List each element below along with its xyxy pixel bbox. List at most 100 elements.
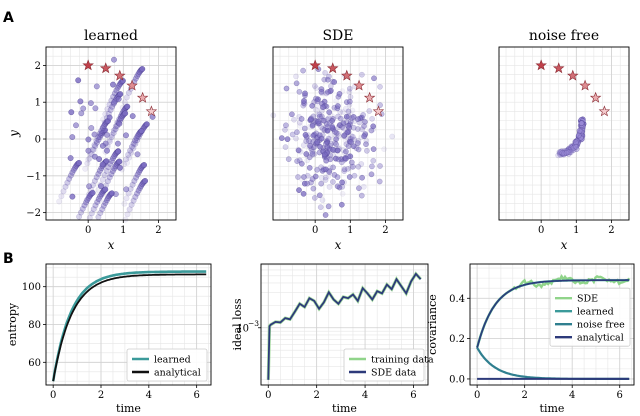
- scatter-point: [124, 211, 131, 218]
- scatter-point: [324, 76, 331, 83]
- scatter-point: [77, 98, 84, 105]
- scatter-point: [329, 123, 336, 130]
- scatter-point: [343, 148, 349, 155]
- scatter-point: [123, 132, 129, 139]
- legend: training data SDE data: [343, 348, 434, 382]
- scatter-point: [122, 110, 129, 117]
- scatter-point: [563, 150, 570, 156]
- scatter-point: [559, 150, 566, 156]
- scatter-point: [565, 146, 572, 152]
- star-marker: [145, 105, 158, 117]
- scatter-point: [326, 184, 333, 190]
- scatter-point: [345, 123, 352, 129]
- scatter-point: [325, 89, 331, 95]
- scatter-point: [119, 104, 126, 111]
- scatter-point: [564, 148, 570, 155]
- scatter-point: [127, 147, 134, 154]
- x-tick-label: 0: [265, 390, 271, 401]
- scatter-point: [304, 180, 311, 187]
- y-tick-label-exponent: −3: [248, 319, 259, 328]
- scatter-point: [562, 149, 568, 156]
- scatter-point: [298, 160, 305, 167]
- y-tick-label: 80: [28, 320, 41, 331]
- scatter-point: [558, 150, 564, 156]
- scatter-point: [368, 127, 375, 134]
- plot-frame: [469, 263, 635, 386]
- scatter-point: [341, 125, 347, 132]
- scatter-point: [325, 203, 332, 210]
- scatter-point: [102, 111, 109, 118]
- scatter-point: [123, 156, 130, 163]
- scatter-point: [64, 179, 71, 186]
- scatter-point: [576, 127, 583, 134]
- scatter-point: [322, 212, 329, 218]
- legend-label: analytical: [577, 333, 624, 344]
- scatter-point: [348, 159, 355, 166]
- y-tick-label: 0.0: [449, 374, 465, 385]
- chart-title: noise free: [529, 28, 599, 44]
- scatter-point: [326, 73, 332, 80]
- scatter-point: [350, 124, 357, 131]
- scatter-point: [73, 122, 79, 129]
- scatter-point: [97, 183, 104, 190]
- scatter-point: [111, 56, 117, 63]
- star-markers: [82, 59, 158, 117]
- scatter-point: [324, 116, 331, 123]
- panel-letter-a: A: [3, 10, 14, 26]
- scatter-point: [309, 122, 316, 129]
- scatter-point: [96, 156, 103, 163]
- scatter-point: [347, 118, 354, 125]
- y-axis-label: covariance: [426, 294, 439, 355]
- scatter-point: [377, 83, 383, 90]
- scatter-point: [121, 99, 128, 106]
- scatter-point: [283, 122, 289, 129]
- scatter-point: [300, 190, 307, 197]
- scatter-point: [377, 163, 383, 169]
- scatter-point: [103, 131, 110, 138]
- scatter-point: [333, 141, 339, 148]
- scatter-point: [93, 83, 100, 90]
- star-marker: [341, 69, 353, 81]
- scatter-point: [69, 193, 76, 200]
- covariance-line-axes: 0 2 4 6 0.0 0.2 0.4 SDE learned noise free analyti…: [426, 263, 635, 415]
- scatter-point: [117, 91, 124, 98]
- scatter-point: [565, 147, 572, 154]
- scatter-point: [560, 150, 567, 157]
- scatter-point: [325, 135, 332, 142]
- x-tick-label: 2: [313, 390, 319, 401]
- x-axis-label: time: [116, 402, 141, 415]
- scatter-point: [559, 151, 566, 157]
- scatter-point: [326, 136, 333, 142]
- scatter-point: [89, 189, 96, 196]
- scatter-point: [371, 75, 377, 82]
- scatter-point: [121, 200, 128, 207]
- star-marker: [326, 62, 339, 74]
- scatter-point: [346, 174, 353, 180]
- x-tick-label: 1: [120, 225, 126, 236]
- y-axis-label: entropy: [6, 302, 19, 346]
- scatter-point: [92, 202, 99, 209]
- scatter-point: [567, 147, 574, 154]
- star-markers: [309, 59, 385, 117]
- noise-free-scatter-axes: 0 1 2 noise free x: [498, 28, 630, 252]
- scatter-point: [339, 179, 345, 186]
- scatter-point: [356, 185, 362, 192]
- scatter-point: [360, 183, 367, 190]
- scatter-point: [91, 177, 98, 184]
- scatter-point: [130, 197, 137, 204]
- scatter-point: [368, 171, 375, 178]
- scatter-point: [563, 150, 570, 156]
- sde-scatter-axes: 0 1 2 SDE x: [270, 28, 404, 252]
- scatter-point: [350, 143, 357, 150]
- y-tick-label-base: 10: [236, 323, 249, 334]
- legend-label: noise free: [577, 320, 625, 331]
- scatter-point: [107, 107, 114, 113]
- scatter-point: [134, 151, 141, 158]
- scatter-point: [558, 151, 565, 158]
- scatter-point: [310, 185, 317, 192]
- scatter-point: [567, 147, 573, 154]
- scatter-point: [282, 144, 289, 150]
- scatter-point: [346, 98, 353, 105]
- scatter-point: [58, 193, 65, 200]
- scatter-point: [575, 132, 582, 139]
